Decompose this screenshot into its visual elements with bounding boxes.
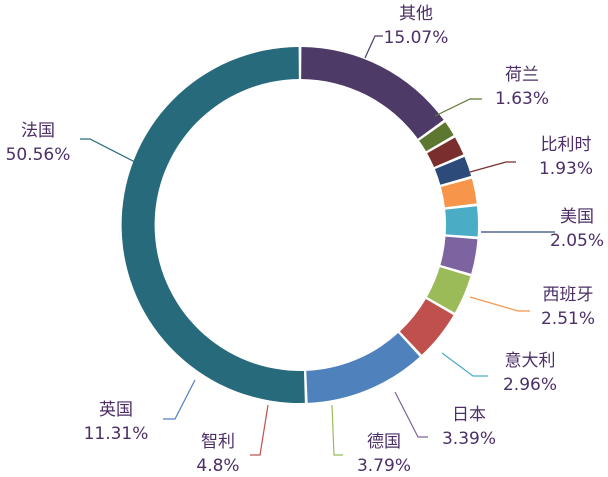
slice-label-11: 法国: [21, 121, 55, 141]
slice-value-5: 2.51%: [541, 309, 595, 329]
slice-value-10: 11.31%: [84, 424, 149, 444]
slice-value-11: 50.56%: [6, 145, 71, 165]
slice-value-7: 3.39%: [442, 429, 496, 449]
slice-value-9: 4.8%: [196, 456, 239, 476]
slice-value-4: 2.05%: [550, 231, 604, 251]
slice-label-7: 日本: [452, 405, 486, 425]
slice-label-6: 意大利: [505, 351, 556, 371]
label-leader-lines: [80, 35, 555, 456]
leader-line-5: [469, 296, 530, 312]
slice-label-4: 美国: [560, 207, 594, 227]
slice-8: [427, 267, 471, 313]
leader-line-7: [394, 391, 428, 438]
slice-3: [427, 137, 464, 168]
slice-value-6: 2.96%: [503, 375, 557, 395]
slice-10: [306, 333, 420, 403]
leader-line-11: [80, 138, 136, 163]
slice-label-5: 西班牙: [543, 285, 594, 305]
leader-line-8: [331, 404, 343, 456]
slice-label-1: 其他: [399, 4, 433, 24]
slice-value-8: 3.79%: [357, 456, 411, 476]
slice-labels: 其他 15.07% 荷兰 1.63% 比利时 1.93% 美国 2.05% 西班牙 2.51% 意大…: [6, 4, 604, 476]
leader-line-6: [441, 352, 488, 377]
slice-label-10: 英国: [99, 400, 133, 420]
slice-5: [440, 178, 477, 208]
leader-line-2: [434, 98, 482, 117]
donut-slices: [121, 47, 478, 404]
slice-value-2: 1.63%: [495, 89, 549, 109]
slice-label-3: 比利时: [541, 135, 592, 155]
slice-1: [301, 47, 444, 139]
slice-value-3: 1.93%: [539, 159, 593, 179]
slice-9: [399, 298, 454, 355]
slice-label-8: 德国: [367, 432, 401, 452]
slice-6: [445, 206, 478, 237]
leader-line-1: [364, 35, 383, 59]
slice-7: [440, 236, 478, 274]
slice-2: [419, 122, 454, 152]
slice-value-1: 15.07%: [384, 28, 449, 48]
leader-line-9: [250, 404, 269, 456]
leader-line-3: [469, 161, 516, 173]
slice-label-9: 智利: [201, 432, 235, 452]
slice-11: [121, 47, 305, 404]
slice-4: [434, 156, 472, 185]
leader-line-10: [163, 379, 196, 420]
slice-label-2: 荷兰: [505, 65, 539, 85]
